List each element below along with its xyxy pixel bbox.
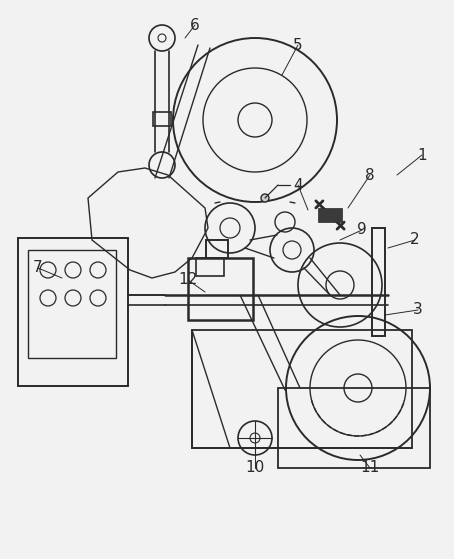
Text: 11: 11	[360, 461, 380, 476]
Bar	[196, 258, 224, 276]
Text: 3: 3	[413, 302, 423, 318]
Bar	[188, 258, 253, 320]
Bar	[18, 238, 128, 386]
Text: 1: 1	[417, 148, 427, 163]
Bar	[206, 240, 228, 258]
Text: 9: 9	[357, 222, 367, 238]
Bar	[372, 228, 385, 336]
Text: 10: 10	[245, 461, 265, 476]
Text: 2: 2	[410, 233, 420, 248]
Bar	[318, 208, 342, 222]
Bar	[278, 388, 430, 468]
Bar	[28, 250, 116, 358]
Bar	[153, 112, 171, 126]
Text: 4: 4	[293, 178, 303, 192]
Circle shape	[261, 194, 269, 202]
Text: 8: 8	[365, 168, 375, 182]
Text: 7: 7	[33, 260, 43, 276]
Bar	[192, 330, 412, 448]
Text: 6: 6	[190, 17, 200, 32]
Text: 5: 5	[293, 37, 303, 53]
Text: 12: 12	[178, 272, 197, 287]
